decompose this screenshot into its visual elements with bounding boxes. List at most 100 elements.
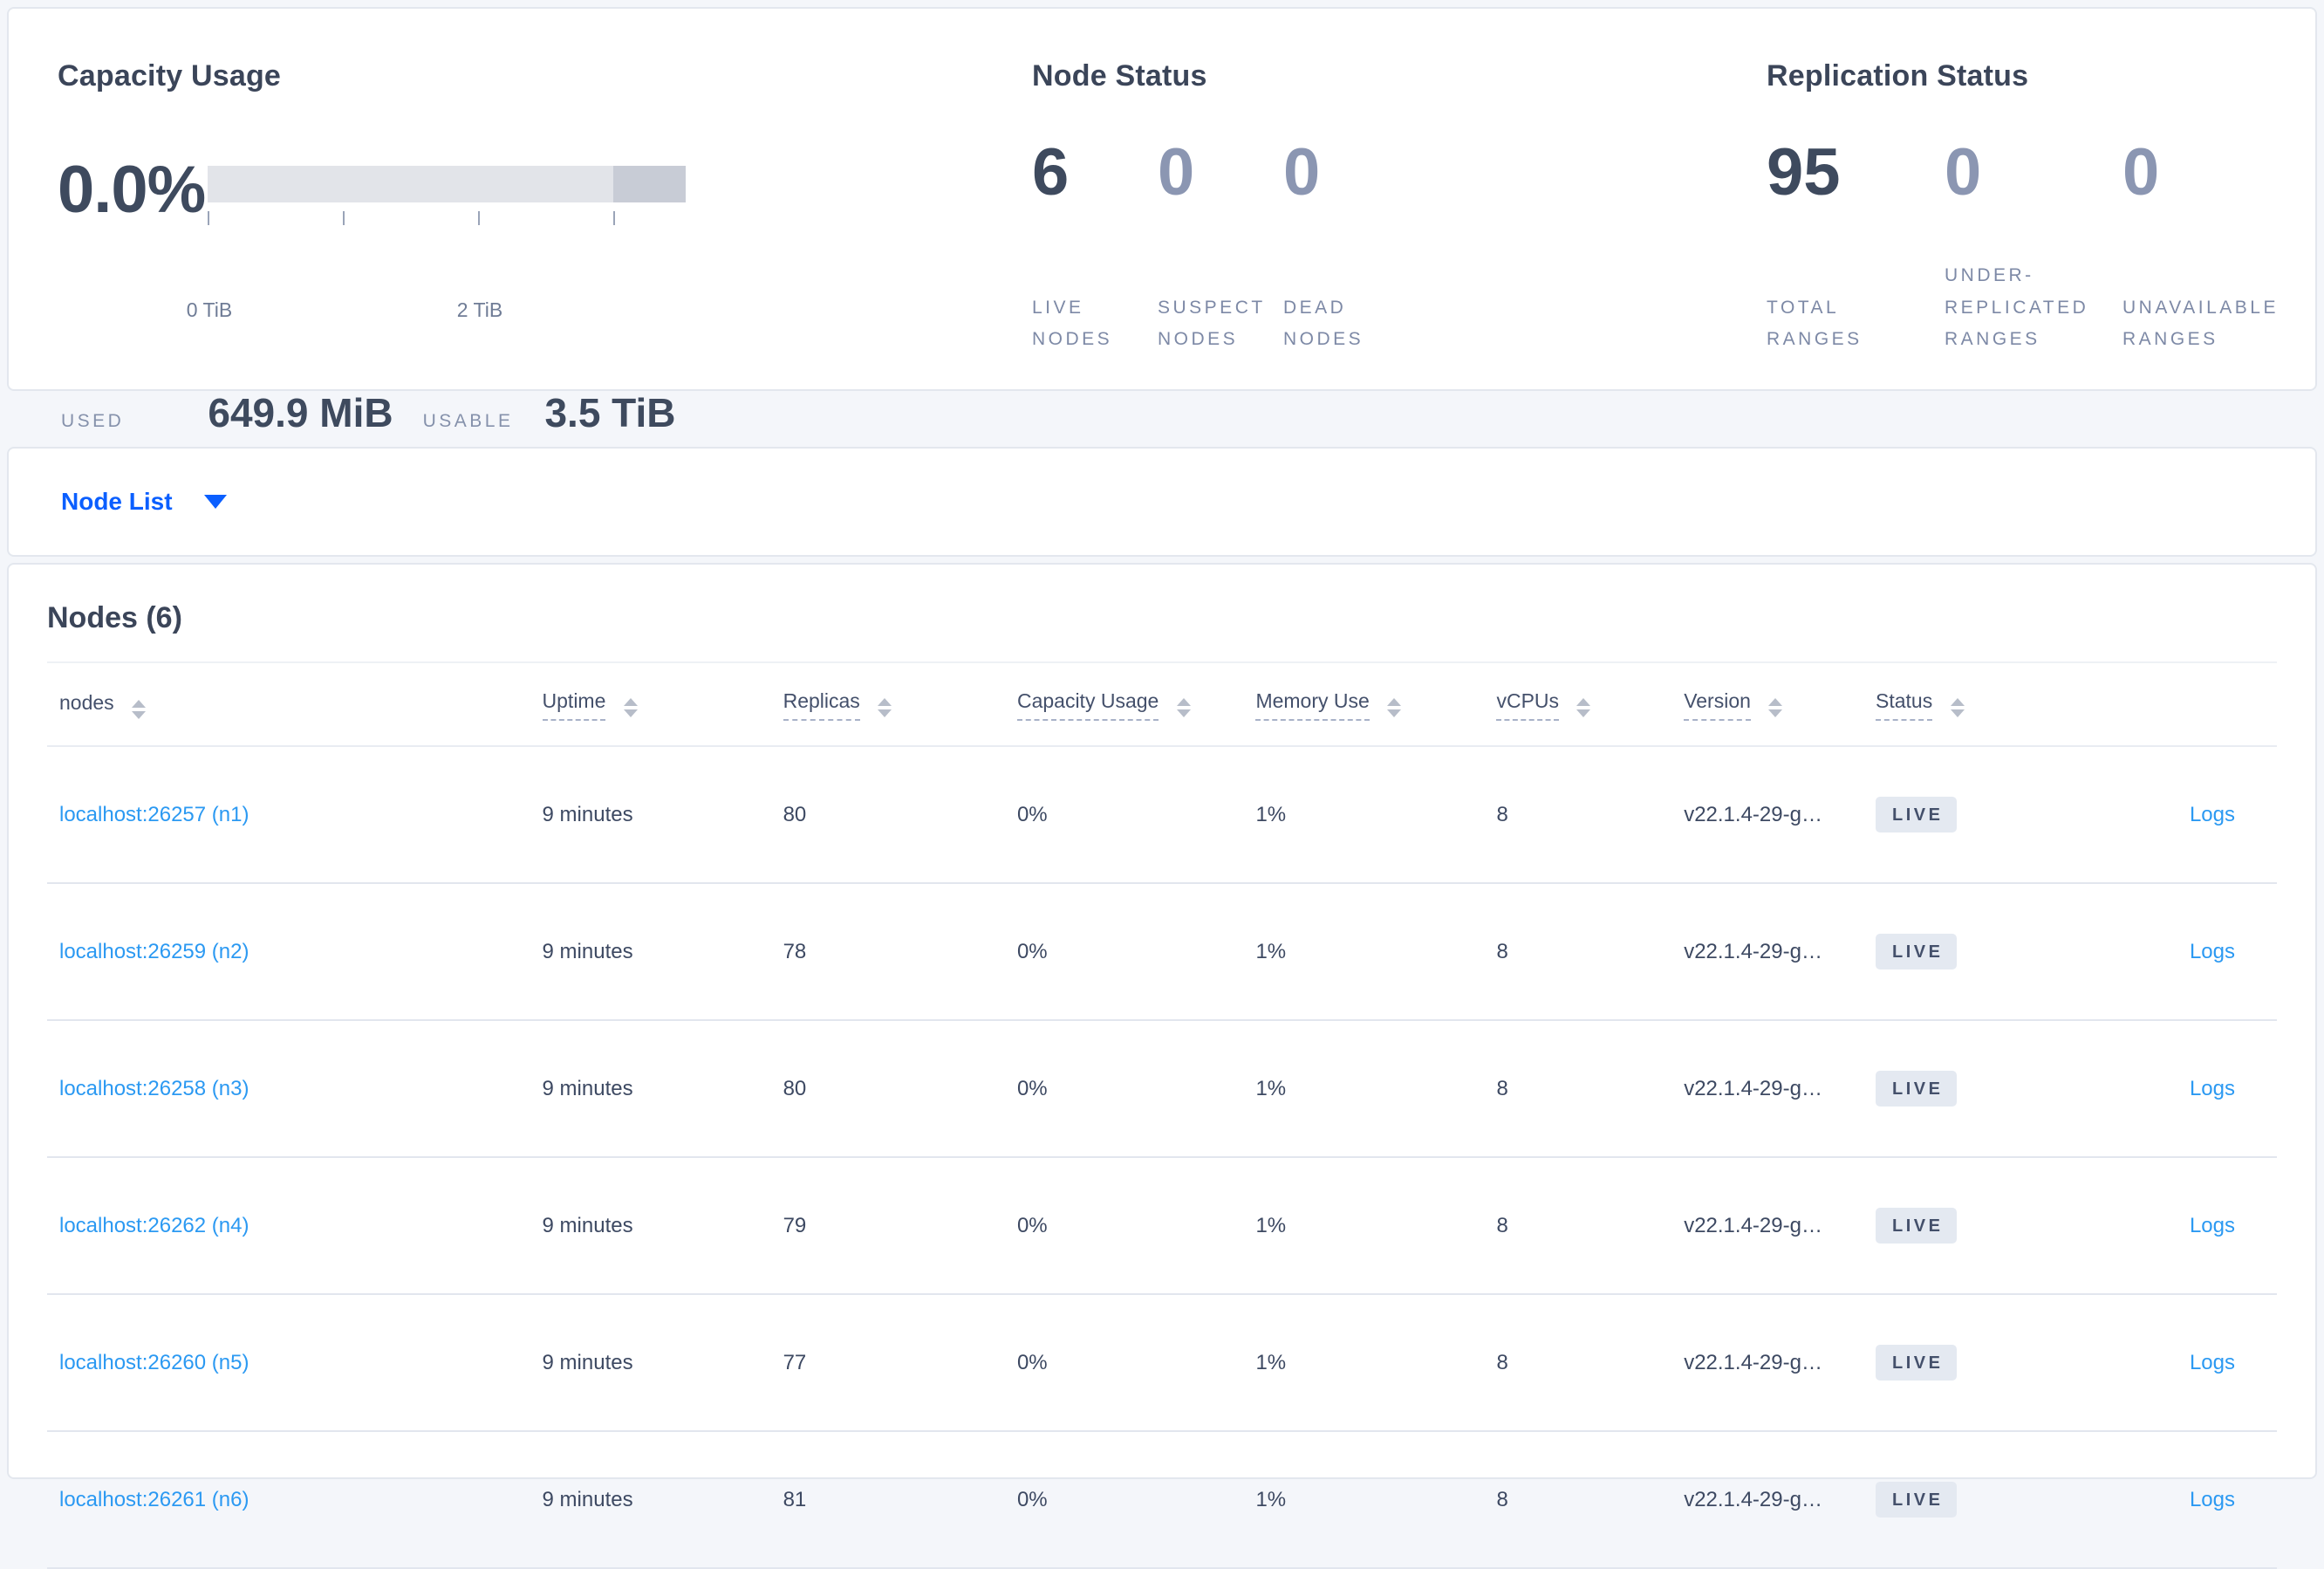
node-link[interactable]: localhost:26261 (n6) <box>59 1487 249 1511</box>
stat-suspect-nodes: 0 SUSPECT NODES <box>1158 140 1275 356</box>
node-link[interactable]: localhost:26262 (n4) <box>59 1213 249 1237</box>
replicas-cell: 80 <box>767 746 1001 884</box>
logs-link[interactable]: Logs <box>2189 1350 2235 1374</box>
usable-value: 3.5 TiB <box>544 390 676 435</box>
column-header-nodes[interactable]: nodes <box>47 661 527 747</box>
status-badge: LIVE <box>1876 1071 1958 1107</box>
axis-tick <box>613 211 615 225</box>
view-selector-dropdown[interactable]: Node List <box>61 449 227 555</box>
capacity-usage-bar <box>208 166 686 202</box>
cluster-summary-card: Capacity Usage 0.0% 0 TiB 2 TiB USED <box>7 7 2317 435</box>
stat-label: UNAVAILABLE RANGES <box>2122 297 2279 350</box>
table-row: localhost:26259 (n2) 9 minutes 78 0% 1% … <box>47 883 2277 1021</box>
uptime-cell: 9 minutes <box>526 883 768 1021</box>
uptime-cell: 9 minutes <box>526 1020 768 1158</box>
capacity-usage-section: Capacity Usage 0.0% 0 TiB 2 TiB USED <box>58 59 982 435</box>
table-header-row: nodes Uptime Replicas Capacity Usage <box>47 661 2277 747</box>
column-header-logs <box>2061 661 2277 747</box>
vcpus-cell: 8 <box>1480 883 1669 1021</box>
column-header-memory-use[interactable]: Memory Use <box>1240 661 1481 747</box>
vcpus-cell: 8 <box>1480 746 1669 884</box>
vcpus-cell: 8 <box>1480 1157 1669 1295</box>
capacity-cell: 0% <box>1001 1431 1241 1569</box>
stat-under-replicated-ranges: 0 UNDER-REPLICATED RANGES <box>1945 140 2116 356</box>
logs-link[interactable]: Logs <box>2189 1487 2235 1511</box>
uptime-cell: 9 minutes <box>526 746 768 884</box>
table-row: localhost:26260 (n5) 9 minutes 77 0% 1% … <box>47 1294 2277 1432</box>
capacity-usage-title: Capacity Usage <box>58 59 282 92</box>
table-row: localhost:26258 (n3) 9 minutes 80 0% 1% … <box>47 1020 2277 1158</box>
axis-tick <box>478 211 480 225</box>
replicas-cell: 81 <box>767 1431 1001 1569</box>
logs-link[interactable]: Logs <box>2189 1213 2235 1237</box>
capacity-cell: 0% <box>1001 883 1241 1021</box>
column-header-vcpus[interactable]: vCPUs <box>1480 661 1669 747</box>
stat-value: 0 <box>2122 135 2160 209</box>
status-badge: LIVE <box>1876 1345 1958 1381</box>
sort-icon <box>623 698 638 717</box>
sort-icon <box>1576 698 1591 717</box>
stat-label: TOTAL RANGES <box>1767 297 1863 350</box>
column-header-uptime[interactable]: Uptime <box>526 661 768 747</box>
column-header-status[interactable]: Status <box>1860 661 2061 747</box>
node-status-section: Node Status 6 LIVE NODES 0 SUSPECT NODES… <box>1032 59 1730 349</box>
vcpus-cell: 8 <box>1480 1020 1669 1158</box>
axis-tick-label: 2 TiB <box>456 298 503 321</box>
logs-link[interactable]: Logs <box>2189 939 2235 963</box>
memory-cell: 1% <box>1240 1431 1481 1569</box>
sort-icon <box>132 700 147 719</box>
version-cell: v22.1.4-29-g… <box>1668 883 1860 1021</box>
memory-cell: 1% <box>1240 746 1481 884</box>
status-badge: LIVE <box>1876 1482 1958 1518</box>
stat-label: SUSPECT NODES <box>1158 297 1266 350</box>
used-label: USED <box>61 411 125 431</box>
logs-link[interactable]: Logs <box>2189 802 2235 826</box>
uptime-cell: 9 minutes <box>526 1431 768 1569</box>
version-cell: v22.1.4-29-g… <box>1668 1020 1860 1158</box>
node-link[interactable]: localhost:26257 (n1) <box>59 802 249 826</box>
capacity-legend: USED 649.9 MiB USABLE 3.5 TiB <box>61 389 675 436</box>
stat-label: UNDER-REPLICATED RANGES <box>1945 264 2089 350</box>
sort-icon <box>1387 698 1402 717</box>
logs-link[interactable]: Logs <box>2189 1076 2235 1100</box>
node-link[interactable]: localhost:26260 (n5) <box>59 1350 249 1374</box>
axis-tick <box>208 211 209 225</box>
stat-total-ranges: 95 TOTAL RANGES <box>1767 140 1938 356</box>
replication-status-section: Replication Status 95 TOTAL RANGES 0 UND… <box>1767 59 2307 349</box>
capacity-cell: 0% <box>1001 746 1241 884</box>
replication-status-title: Replication Status <box>1767 59 2029 92</box>
nodes-table-title: Nodes (6) <box>47 601 182 634</box>
sort-icon <box>1768 698 1783 717</box>
axis-tick-label: 0 TiB <box>186 298 233 321</box>
uptime-cell: 9 minutes <box>526 1294 768 1432</box>
replicas-cell: 79 <box>767 1157 1001 1295</box>
column-header-version[interactable]: Version <box>1668 661 1860 747</box>
stat-value: 0 <box>1158 135 1195 209</box>
node-link[interactable]: localhost:26259 (n2) <box>59 939 249 963</box>
column-header-replicas[interactable]: Replicas <box>767 661 1001 747</box>
vcpus-cell: 8 <box>1480 1431 1669 1569</box>
table-row: localhost:26257 (n1) 9 minutes 80 0% 1% … <box>47 746 2277 884</box>
stat-dead-nodes: 0 DEAD NODES <box>1283 140 1400 356</box>
node-link[interactable]: localhost:26258 (n3) <box>59 1076 249 1100</box>
used-value: 649.9 MiB <box>208 390 393 435</box>
node-status-stats: 6 LIVE NODES 0 SUSPECT NODES 0 DEAD NODE… <box>1032 140 1409 356</box>
capacity-cell: 0% <box>1001 1020 1241 1158</box>
nodes-table-card: Nodes (6) nodes Uptime <box>7 563 2317 1569</box>
stat-live-nodes: 6 LIVE NODES <box>1032 140 1149 356</box>
replicas-cell: 77 <box>767 1294 1001 1432</box>
capacity-axis: 0 TiB 2 TiB <box>187 211 686 321</box>
stat-label: DEAD NODES <box>1283 297 1364 350</box>
table-row: localhost:26262 (n4) 9 minutes 79 0% 1% … <box>47 1157 2277 1295</box>
nodes-table: nodes Uptime Replicas Capacity Usage <box>47 661 2277 1569</box>
column-header-capacity-usage[interactable]: Capacity Usage <box>1001 661 1241 747</box>
capacity-cell: 0% <box>1001 1294 1241 1432</box>
stat-value: 6 <box>1032 135 1070 209</box>
table-row: localhost:26261 (n6) 9 minutes 81 0% 1% … <box>47 1431 2277 1569</box>
replicas-cell: 78 <box>767 883 1001 1021</box>
memory-cell: 1% <box>1240 1294 1481 1432</box>
axis-tick <box>343 211 345 225</box>
version-cell: v22.1.4-29-g… <box>1668 1431 1860 1569</box>
memory-cell: 1% <box>1240 1020 1481 1158</box>
version-cell: v22.1.4-29-g… <box>1668 1294 1860 1432</box>
